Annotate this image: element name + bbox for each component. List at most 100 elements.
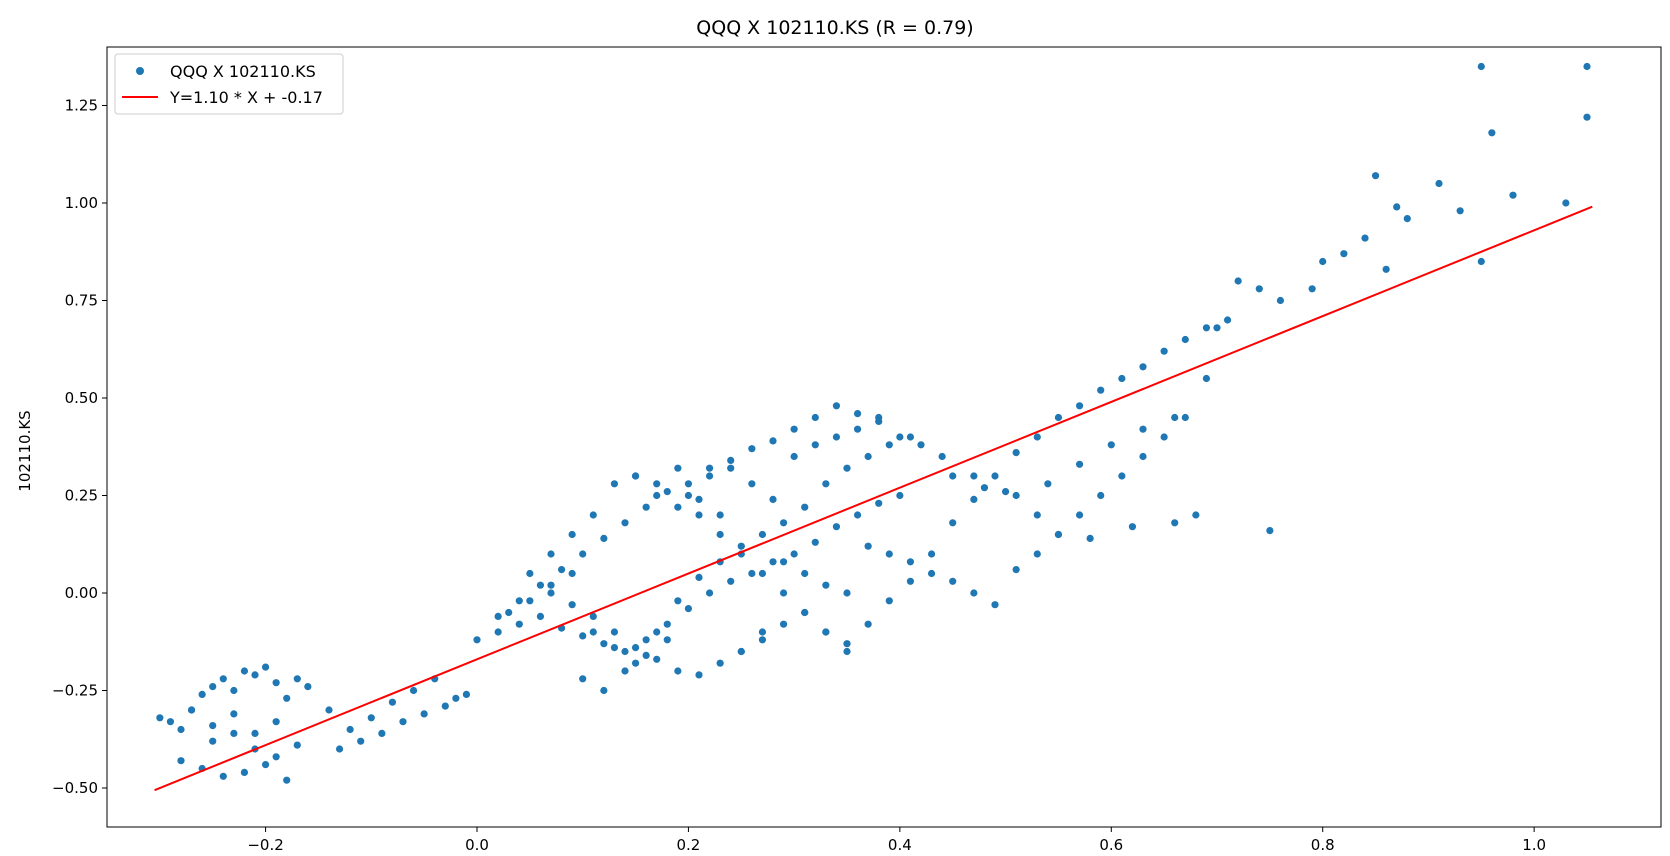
scatter-point [293,741,301,749]
scatter-point [589,612,597,621]
scatter-point [674,503,682,511]
scatter-point [325,706,333,714]
legend-label-points: QQQ X 102110.KS [170,62,316,81]
scatter-point [631,659,640,667]
scatter-point [621,519,629,527]
scatter-point [610,628,619,636]
scatter-point [335,745,344,753]
scatter-point [705,472,714,480]
regression-line [154,205,1593,792]
scatter-point [822,628,830,636]
scatter-point [822,480,830,488]
scatter-point [1477,62,1485,71]
scatter-point [1012,491,1020,500]
scatter-point [388,698,397,706]
scatter-point [240,768,249,777]
scatter-point [705,464,714,472]
scatter-point [494,628,502,636]
scatter-point [1033,550,1041,558]
scatter-point [737,542,745,550]
scatter-point [1139,425,1147,433]
scatter-point [642,651,650,660]
scatter-point [399,718,407,726]
scatter-point [991,601,999,609]
scatter-point [769,495,777,503]
y-tick-label: −0.25 [52,682,98,700]
scatter-point [1139,363,1147,371]
scatter-point [557,566,566,574]
plot-frame [106,46,1662,828]
scatter-point [1435,179,1443,188]
scatter-point [970,589,978,597]
scatter-point [547,589,555,597]
scatter-point [1128,523,1137,531]
y-axis-ticks: −0.50 −0.25 0.00 0.25 0.50 0.75 1.00 1.25 [52,97,107,797]
scatter-point [896,433,904,441]
scatter-point [642,503,650,511]
scatter-point [1308,285,1316,293]
scatter-point [1340,250,1348,258]
scatter-point [779,589,788,597]
scatter-point [779,519,788,527]
y-tick-label: 1.00 [65,194,98,212]
scatter-point [801,608,809,617]
scatter-point [589,511,597,519]
scatter-point [261,761,270,769]
scatter-point [832,402,841,410]
y-tick-label: 0.75 [65,292,98,310]
scatter-point [653,491,661,500]
scatter-point [261,663,270,671]
scatter-point [610,480,619,488]
scatter-point [716,511,724,519]
scatter-point [705,589,714,597]
scatter-point [272,679,280,687]
scatter-point [917,441,925,449]
scatter-point [462,690,471,699]
scatter-point [843,589,851,597]
y-tick-label: −0.50 [52,779,98,797]
scatter-point [293,675,301,683]
scatter-point [1266,527,1274,535]
scatter-point [568,530,576,539]
scatter-point [621,647,629,656]
scatter-point [896,491,904,500]
scatter-point [1393,203,1401,211]
scatter-point [1583,62,1591,71]
legend-label-fit-line: Y=1.10 * X + -0.17 [169,88,323,107]
scatter-point [811,413,819,422]
scatter-point [1509,191,1517,199]
scatter-point [769,558,777,566]
scatter-point [674,464,682,472]
scatter-point [885,550,893,558]
scatter-point [1054,413,1063,422]
scatter-point [832,433,841,441]
scatter-point [1054,530,1063,539]
scatter-point [494,612,502,621]
scatter-point [230,686,238,695]
scatter-point [716,659,724,667]
scatter-point [536,581,545,589]
scatter-point [991,472,999,480]
x-tick-label: 0.2 [676,836,700,854]
scatter-point [1139,452,1147,461]
y-axis-label: 102110.KS [16,410,34,491]
scatter-point [970,495,978,503]
scatter-point [589,628,597,636]
scatter-point [949,472,957,480]
scatter-point [769,437,777,445]
scatter-point [684,491,693,500]
scatter-point [1001,488,1010,496]
scatter-point [579,550,587,558]
scatter-point [727,456,735,464]
scatter-point [1477,257,1485,266]
scatter-point [1160,433,1168,441]
scatter-point [515,620,523,628]
scatter-point [790,425,798,433]
y-tick-label: 0.25 [65,487,98,505]
scatter-point [748,569,756,578]
scatter-point [758,628,767,636]
scatter-point [642,636,650,644]
scatter-point [737,647,745,656]
scatter-point [357,737,365,745]
x-tick-label: 0.4 [888,836,912,854]
